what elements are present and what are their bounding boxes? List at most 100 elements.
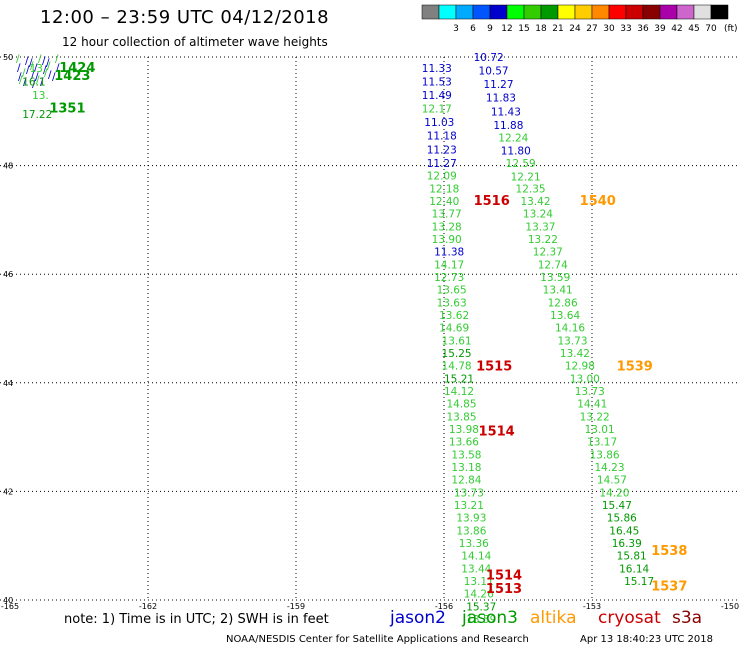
wave-height-point: 11.88 [493,120,523,132]
wave-height-point: 13.90 [432,234,462,246]
y-tick-label: 42 [3,487,13,496]
legend-label: 6 [470,24,476,34]
wave-height-point: 15.86 [607,512,637,524]
wave-height-point: 13.36 [459,538,489,550]
cluster-mark: ∕ [18,71,22,83]
wave-height-point: 13.59 [466,614,496,626]
wave-height-point: 13.18 [451,462,481,474]
wave-height-point: 12.59 [506,158,536,170]
wave-height-point: 13.37 [525,221,555,233]
cluster-mark: ∕ [17,62,21,74]
cycle-label: 1538 [651,544,687,559]
satellite-jason3: jason3 [462,608,518,628]
x-tick-label: -156 [435,602,453,611]
wave-height-point: 14.16 [555,322,585,334]
cluster-mark: ∕ [38,53,42,65]
wave-height-point: 16.39 [612,538,642,550]
legend-swatch [710,4,729,20]
wave-height-point: 14.14 [461,550,491,562]
cycle-label: 1514 [479,425,515,440]
wave-height-point: 13. [32,90,49,102]
wave-height-point: 12.21 [511,171,541,183]
wave-height-point: 15.47 [602,500,632,512]
wave-height-point: 11.18 [427,131,457,143]
y-tick-label: 50 [3,53,13,62]
cluster-mark: ∕ [47,60,51,72]
wave-height-point: 15.37 [466,602,496,614]
legend-label: 21 [552,24,563,34]
wave-height-point: 11.23 [427,144,457,156]
wave-height-point: 13.63 [437,297,467,309]
cluster-mark: ∕ [19,74,23,86]
wave-height-point: 14.26 [464,588,494,600]
wave-height-point: 13.17 [587,436,617,448]
wave-height-point: 12.35 [516,183,546,195]
wave-height-point: 12.98 [565,360,595,372]
wave-height-point: 11.80 [501,145,531,157]
cycle-label: 1424 [59,61,95,76]
wave-height-point: 14.85 [446,398,476,410]
wave-height-point: 13.65 [437,284,467,296]
legend-label: 9 [487,24,493,34]
legend-label: 15 [518,24,529,34]
cycle-label: 1537 [651,579,687,594]
cycle-label: 1539 [617,360,653,375]
wave-height-point: 11.83 [486,93,516,105]
wave-height-point: 13.73 [575,386,605,398]
cluster-mark: ∕ [35,71,39,83]
cluster-mark: ∕ [42,55,46,67]
wave-height-point: 13.42 [560,348,590,360]
wave-height-point: 12.37 [533,246,563,258]
wave-height-point: 12.09 [427,170,457,182]
wave-height-point: 14.78 [442,360,472,372]
wave-height-point: 13.61 [442,335,472,347]
cluster-mark: ∕ [22,67,26,79]
wave-height-point: 12.18 [429,183,459,195]
wave-height-point: 14.17 [434,259,464,271]
wave-height-point: 11.33 [422,63,452,75]
wave-height-point: 11.38 [434,246,464,258]
wave-height-point: 11.43 [491,106,521,118]
wave-height-point: 13.11 [464,576,494,588]
wave-height-point: 17.22 [22,109,52,121]
y-tick-label: 40 [3,596,13,605]
legend-label: 30 [603,24,615,34]
cycle-label: 1515 [476,360,512,375]
x-tick-label: -159 [287,602,305,611]
wave-height-point: 13.00 [570,373,600,385]
satellite-altika: altika [530,608,577,628]
observation-cluster: ∕ ∕ ∕ ∕ ∕ ∕ ∕∕ ∕ ∕ ∕ ∕ ∕ ∕∕ ∕ ∕ ∕ ∕ ∕ ∕∕ ∕ ∕ ∕ ∕ [16,53,60,90]
credit-line: NOAA/NESDIS Center for Satellite Applica… [226,634,529,645]
wave-height-point: 11.53 [422,76,452,88]
wave-height-point: 13.73 [454,487,484,499]
wave-height-point: 16.45 [609,525,639,537]
wave-height-point: 15.25 [442,348,472,360]
chart-subtitle: 12 hour collection of altimeter wave hei… [62,35,328,49]
wave-height-point: 13.22 [580,411,610,423]
wave-height-point: 13.44 [461,564,491,576]
color-legend: 3 6 9 12 15 18 21 24 27 30 33 36 39 42 45 70 (ft) [421,4,738,34]
x-tick-label: -165 [1,602,19,611]
legend-label: 18 [535,24,547,34]
wave-height-point: 12.84 [451,474,481,486]
wave-height-point: 14.57 [597,474,627,486]
legend-unit: (ft) [724,24,738,34]
legend-label: 39 [654,24,666,34]
wave-height-point: 13.86 [590,449,620,461]
satellite-jason2: jason2 [390,608,446,628]
wave-height-point: 15.21 [444,373,474,385]
wave-height-point: 12.74 [538,259,568,271]
wave-height-point: 14.23 [594,462,624,474]
wave-height-point: 12.86 [548,297,578,309]
cycle-label: 1514 [486,569,522,584]
wave-height-point: 13.86 [456,525,486,537]
cluster-mark: ∕ [36,74,40,86]
cycle-label: 1351 [49,102,85,117]
wave-height-point: 12.73 [434,272,464,284]
cluster-mark: ∕ [44,67,48,79]
cluster-mark: ∕ [55,53,59,65]
y-tick-label: 44 [3,379,13,388]
cluster-mark: ∕ [25,55,29,67]
cluster-mark: ∕ [26,64,30,76]
